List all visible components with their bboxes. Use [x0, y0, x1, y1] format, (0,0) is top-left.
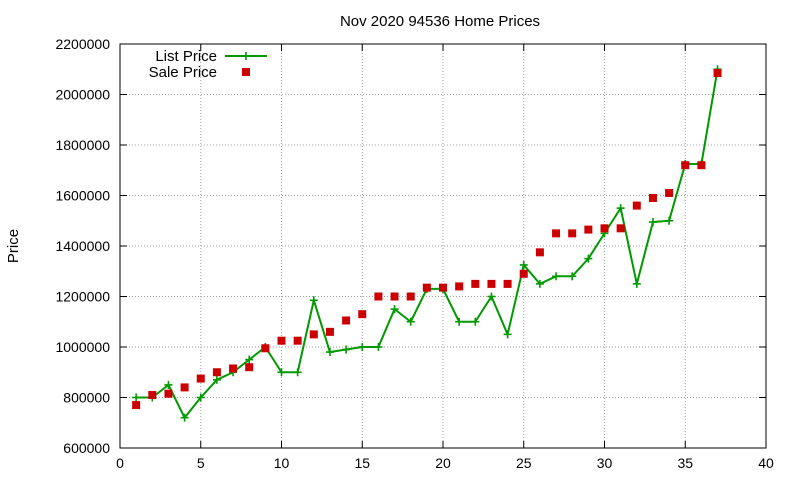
sale-price-point — [584, 225, 593, 234]
sale-price-point — [196, 374, 205, 383]
legend-label-sale-price: Sale Price — [149, 64, 217, 81]
sale-price-point — [713, 69, 722, 78]
list-price-point — [293, 368, 302, 377]
sale-price-point — [374, 292, 383, 301]
sale-price-point — [212, 368, 221, 377]
sale-price-point — [535, 248, 544, 257]
list-price-point — [648, 218, 657, 227]
sale-price-point — [293, 336, 302, 345]
sale-price-point — [697, 161, 706, 170]
sale-price-point — [487, 279, 496, 288]
series — [132, 65, 722, 422]
sale-price-point — [245, 363, 254, 372]
y-tick-label: 600000 — [63, 440, 110, 456]
sale-price-point — [681, 161, 690, 170]
list-price-point — [374, 343, 383, 351]
sale-price-point — [164, 389, 173, 398]
list-price-point — [568, 272, 577, 281]
list-price-point — [212, 375, 221, 384]
list-price-point — [632, 279, 641, 288]
sale-price-point — [439, 283, 447, 292]
sale-price-point — [148, 390, 157, 399]
list-price-line — [136, 69, 719, 419]
x-tick-label: 15 — [354, 455, 370, 471]
sale-price-point — [503, 279, 512, 288]
x-tick-label: 20 — [435, 455, 451, 471]
sale-price-point — [342, 316, 351, 325]
x-tick-label: 10 — [274, 455, 290, 471]
list-price-point — [132, 393, 141, 402]
grid — [120, 44, 766, 448]
sale-price-point — [665, 188, 674, 197]
list-price-point — [164, 380, 173, 389]
y-tick-label: 1800000 — [55, 137, 110, 153]
sale-price-point — [422, 283, 431, 292]
x-tick-label: 25 — [516, 455, 532, 471]
list-price-point — [358, 343, 367, 351]
list-price-point — [503, 330, 512, 339]
sale-price-point — [471, 279, 480, 288]
sale-price-point — [616, 224, 625, 233]
chart-title: Nov 2020 94536 Home Prices — [340, 13, 540, 30]
x-tick-label: 30 — [597, 455, 613, 471]
list-price-point — [390, 305, 399, 314]
legend: List Price Sale Price — [149, 48, 267, 81]
sale-price-point — [132, 401, 141, 410]
list-price-point — [180, 413, 189, 422]
list-price-point — [342, 345, 351, 354]
sale-price-point — [455, 282, 464, 291]
y-tick-label: 800000 — [63, 390, 110, 406]
x-tick-label: 35 — [677, 455, 693, 471]
sale-price-point — [309, 330, 318, 339]
list-price-point — [519, 260, 528, 269]
list-price-point — [277, 368, 286, 377]
list-price-point — [584, 254, 593, 263]
y-tick-label: 2000000 — [55, 87, 110, 103]
legend-marker-list-price — [242, 52, 250, 60]
sale-price-point — [358, 310, 367, 319]
sale-price-point — [325, 327, 334, 336]
sale-price-point — [568, 229, 577, 238]
sale-price-point — [390, 292, 399, 301]
list-price-point — [471, 317, 480, 326]
sale-price-point — [406, 292, 415, 301]
sale-price-point — [519, 269, 528, 278]
list-price-point — [196, 393, 205, 402]
list-price-point — [535, 279, 544, 288]
list-price-point — [487, 292, 496, 301]
sale-price-point — [261, 344, 270, 353]
y-tick-label: 1200000 — [55, 289, 110, 305]
list-price-point — [665, 216, 674, 225]
y-tick-label: 1600000 — [55, 188, 110, 204]
x-tick-label: 5 — [197, 455, 205, 471]
sale-price-point — [648, 194, 657, 203]
y-tick-label: 1000000 — [55, 339, 110, 355]
ticks: 0 5 10 15 20 25 30 35 40 600000 800000 1000000 12000… — [55, 36, 774, 471]
list-price-point — [309, 296, 318, 305]
list-price-point — [406, 317, 415, 326]
sale-price-point — [600, 224, 609, 233]
x-tick-label: 0 — [116, 455, 124, 471]
sale-price-point — [277, 336, 286, 345]
x-tick-label: 40 — [758, 455, 774, 471]
y-tick-label: 1400000 — [55, 238, 110, 254]
sale-price-point — [229, 364, 238, 373]
sale-price-point — [632, 201, 641, 210]
sale-price-point — [552, 229, 561, 238]
y-tick-label: 2200000 — [55, 36, 110, 52]
list-price-point — [325, 348, 334, 357]
legend-swatch-sale-price — [242, 68, 250, 76]
list-price-point — [616, 204, 625, 213]
sale-price-point — [180, 383, 189, 392]
y-axis-label: Price — [5, 229, 22, 263]
list-price-point — [245, 355, 254, 364]
list-price-point — [552, 272, 561, 281]
legend-label-list-price: List Price — [155, 48, 217, 65]
list-price-point — [455, 317, 464, 326]
